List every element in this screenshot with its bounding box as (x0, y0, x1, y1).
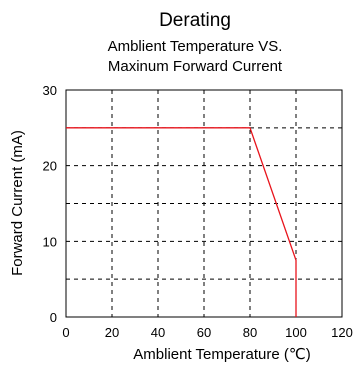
plot-frame (65, 89, 343, 318)
x-tick-label: 80 (243, 325, 257, 340)
y-axis-label: Forward Current (mA) (9, 130, 26, 276)
derating-curve-line (66, 127, 297, 317)
chart-title: Derating (159, 10, 231, 31)
x-axis-label: Amblient Temperature (℃) (133, 346, 310, 363)
x-tick-label: 60 (197, 325, 211, 340)
y-tick-label: 10 (43, 234, 57, 249)
y-tick-label: 0 (50, 310, 57, 325)
x-tick-label: 100 (285, 325, 307, 340)
y-tick-label: 30 (43, 83, 57, 98)
x-tick-label: 120 (331, 325, 353, 340)
x-tick-label: 40 (151, 325, 165, 340)
x-tick-label: 20 (105, 325, 119, 340)
grid-lines (66, 90, 342, 317)
series-lines (66, 127, 297, 317)
chart-subtitle-line-2: Maxinum Forward Current (108, 58, 283, 75)
tick-labels: 0 20 40 60 80 100 120 0 10 20 30 (43, 83, 353, 340)
chart-subtitle-line-1: Amblient Temperature VS. (108, 38, 283, 55)
y-tick-label: 20 (43, 159, 57, 174)
x-tick-label: 0 (62, 325, 69, 340)
